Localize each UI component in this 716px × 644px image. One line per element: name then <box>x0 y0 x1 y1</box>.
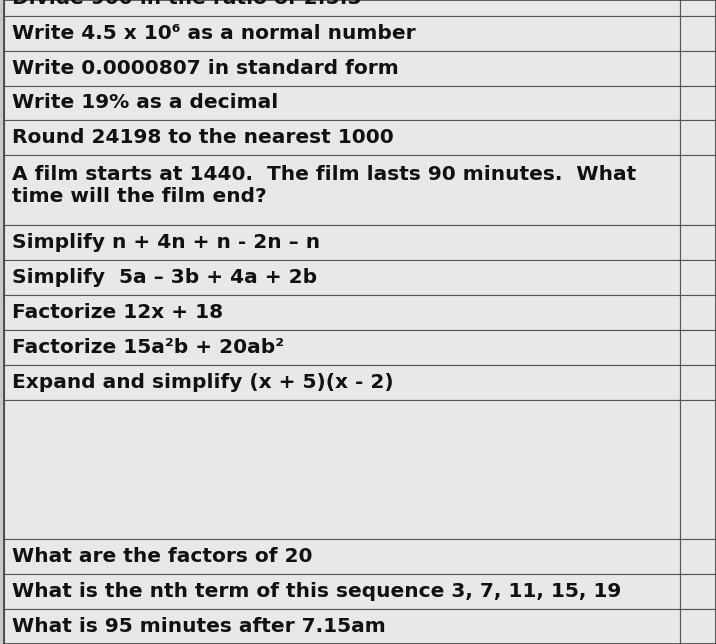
Text: What are the factors of 20: What are the factors of 20 <box>12 547 312 566</box>
Bar <box>680 574 716 609</box>
Bar <box>4 155 680 225</box>
Bar <box>680 609 716 644</box>
Text: Factorize 15a²b + 20ab²: Factorize 15a²b + 20ab² <box>12 338 284 357</box>
Bar <box>4 609 680 644</box>
Bar <box>4 120 680 155</box>
Bar <box>680 15 716 51</box>
Bar <box>4 574 680 609</box>
Text: A film starts at 1440.  The film lasts 90 minutes.  What
time will the film end?: A film starts at 1440. The film lasts 90… <box>12 166 637 206</box>
Text: Round 24198 to the nearest 1000: Round 24198 to the nearest 1000 <box>12 128 394 147</box>
Bar <box>4 260 680 295</box>
Bar <box>4 86 680 120</box>
Text: Simplify  5a – 3b + 4a + 2b: Simplify 5a – 3b + 4a + 2b <box>12 268 317 287</box>
Text: Write 19% as a decimal: Write 19% as a decimal <box>12 93 279 113</box>
Bar <box>680 0 716 15</box>
Bar <box>4 225 680 260</box>
Text: Factorize 12x + 18: Factorize 12x + 18 <box>12 303 223 322</box>
Bar <box>4 330 680 365</box>
Text: Simplify n + 4n + n - 2n – n: Simplify n + 4n + n - 2n – n <box>12 233 320 252</box>
Bar <box>680 400 716 539</box>
Text: Write 0.0000807 in standard form: Write 0.0000807 in standard form <box>12 59 399 77</box>
Bar <box>4 0 680 15</box>
Text: Expand and simplify (x + 5)(x - 2): Expand and simplify (x + 5)(x - 2) <box>12 373 394 392</box>
Bar <box>680 225 716 260</box>
Bar <box>680 86 716 120</box>
Bar <box>680 330 716 365</box>
Bar <box>4 365 680 400</box>
Bar <box>4 295 680 330</box>
Bar <box>680 260 716 295</box>
Text: Write 4.5 x 10⁶ as a normal number: Write 4.5 x 10⁶ as a normal number <box>12 24 415 43</box>
Text: What is 95 minutes after 7.15am: What is 95 minutes after 7.15am <box>12 617 386 636</box>
Bar <box>680 51 716 86</box>
Text: Divide 900 in the ratio of 2:5:3: Divide 900 in the ratio of 2:5:3 <box>12 0 362 8</box>
Bar <box>680 295 716 330</box>
Bar <box>4 51 680 86</box>
Bar <box>4 400 680 539</box>
Bar <box>680 155 716 225</box>
Bar <box>4 15 680 51</box>
Bar <box>680 539 716 574</box>
Bar <box>680 120 716 155</box>
Text: What is the nth term of this sequence 3, 7, 11, 15, 19: What is the nth term of this sequence 3,… <box>12 582 621 601</box>
Bar <box>4 539 680 574</box>
Bar <box>680 365 716 400</box>
